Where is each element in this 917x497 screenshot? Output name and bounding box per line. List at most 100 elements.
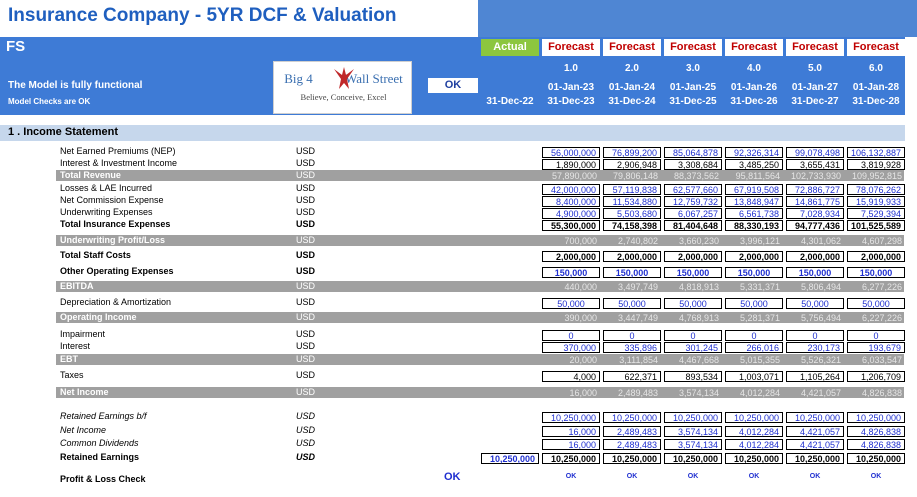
- value-cell[interactable]: 4,421,057: [786, 426, 844, 437]
- value-cell[interactable]: 2,000,000: [725, 251, 783, 262]
- value-cell: 440,000: [564, 282, 597, 292]
- value-cell[interactable]: 3,819,928: [847, 159, 905, 170]
- value-cell[interactable]: 10,250,000: [603, 453, 661, 464]
- value-cell[interactable]: 3,655,431: [786, 159, 844, 170]
- value-cell[interactable]: 150,000: [603, 267, 661, 278]
- value-cell[interactable]: 7,529,394: [847, 208, 905, 219]
- value-cell[interactable]: 150,000: [847, 267, 905, 278]
- value-cell[interactable]: 16,000: [542, 439, 600, 450]
- value-cell[interactable]: 12,759,732: [664, 196, 722, 207]
- value-cell[interactable]: 10,250,000: [664, 453, 722, 464]
- value-cell[interactable]: 8,400,000: [542, 196, 600, 207]
- value-cell[interactable]: 2,906,948: [603, 159, 661, 170]
- value-cell[interactable]: 0: [603, 330, 661, 341]
- value-cell[interactable]: 150,000: [786, 267, 844, 278]
- value-cell[interactable]: 2,489,483: [603, 439, 661, 450]
- value-cell[interactable]: 5,503,680: [603, 208, 661, 219]
- value-cell[interactable]: 2,489,483: [603, 426, 661, 437]
- value-cell[interactable]: 2,000,000: [664, 251, 722, 262]
- value-cell[interactable]: 10,250,000: [664, 412, 722, 423]
- value-cell[interactable]: 622,371: [603, 371, 661, 382]
- value-cell[interactable]: 78,076,262: [847, 184, 905, 195]
- value-cell[interactable]: 230,173: [786, 342, 844, 353]
- value-cell[interactable]: 10,250,000: [725, 453, 783, 464]
- value-cell[interactable]: 0: [664, 330, 722, 341]
- value-cell[interactable]: 6,067,257: [664, 208, 722, 219]
- value-cell[interactable]: 150,000: [664, 267, 722, 278]
- value-cell[interactable]: 106,132,887: [847, 147, 905, 158]
- value-cell[interactable]: 4,826,838: [847, 426, 905, 437]
- value-cell[interactable]: 1,890,000: [542, 159, 600, 170]
- value-cell[interactable]: 0: [786, 330, 844, 341]
- value-cell[interactable]: 94,777,436: [786, 220, 844, 231]
- value-cell[interactable]: 50,000: [847, 298, 905, 309]
- value-cell[interactable]: 4,421,057: [786, 439, 844, 450]
- value-cell[interactable]: 101,525,589: [847, 220, 905, 231]
- value-cell[interactable]: 1,003,071: [725, 371, 783, 382]
- value-cell[interactable]: 1,206,709: [847, 371, 905, 382]
- value-cell[interactable]: 88,330,193: [725, 220, 783, 231]
- value-cell[interactable]: 67,919,508: [725, 184, 783, 195]
- value-cell[interactable]: 0: [847, 330, 905, 341]
- value-cell[interactable]: 10,250,000: [542, 412, 600, 423]
- value-cell[interactable]: 3,574,134: [664, 426, 722, 437]
- value-cell[interactable]: 50,000: [664, 298, 722, 309]
- value-cell[interactable]: 56,000,000: [542, 147, 600, 158]
- value-cell[interactable]: 4,012,284: [725, 426, 783, 437]
- value-cell[interactable]: 50,000: [542, 298, 600, 309]
- value-cell[interactable]: 14,861,775: [786, 196, 844, 207]
- value-cell[interactable]: 16,000: [542, 426, 600, 437]
- value-cell[interactable]: 150,000: [542, 267, 600, 278]
- value-cell[interactable]: 3,574,134: [664, 439, 722, 450]
- value-cell[interactable]: 10,250,000: [603, 412, 661, 423]
- value-cell[interactable]: 10,250,000: [725, 412, 783, 423]
- value-cell[interactable]: 193,679: [847, 342, 905, 353]
- value-cell[interactable]: 10,250,000: [786, 453, 844, 464]
- value-cell[interactable]: 50,000: [603, 298, 661, 309]
- value-cell[interactable]: 301,245: [664, 342, 722, 353]
- value-cell[interactable]: 62,577,660: [664, 184, 722, 195]
- value-cell[interactable]: 92,326,314: [725, 147, 783, 158]
- value-cell[interactable]: 50,000: [786, 298, 844, 309]
- value-cell[interactable]: 1,105,264: [786, 371, 844, 382]
- value-cell[interactable]: 13,848,947: [725, 196, 783, 207]
- value-cell[interactable]: 10,250,000: [786, 412, 844, 423]
- value-cell[interactable]: 893,534: [664, 371, 722, 382]
- value-cell[interactable]: 99,078,498: [786, 147, 844, 158]
- value-cell[interactable]: 42,000,000: [542, 184, 600, 195]
- value-cell[interactable]: 15,919,933: [847, 196, 905, 207]
- value-cell[interactable]: 4,000: [542, 371, 600, 382]
- value-cell[interactable]: 266,016: [725, 342, 783, 353]
- value-cell[interactable]: 4,900,000: [542, 208, 600, 219]
- value-cell[interactable]: 57,119,838: [603, 184, 661, 195]
- value-cell[interactable]: 0: [725, 330, 783, 341]
- value-cell[interactable]: 85,064,878: [664, 147, 722, 158]
- value-cell[interactable]: 3,308,684: [664, 159, 722, 170]
- value-cell[interactable]: 335,896: [603, 342, 661, 353]
- value-cell[interactable]: 81,404,648: [664, 220, 722, 231]
- value-cell[interactable]: 10,250,000: [847, 412, 905, 423]
- value-cell[interactable]: 2,000,000: [786, 251, 844, 262]
- value-cell[interactable]: 7,028,934: [786, 208, 844, 219]
- value-cell[interactable]: 0: [542, 330, 600, 341]
- value-cell[interactable]: 55,300,000: [542, 220, 600, 231]
- value-cell[interactable]: 72,886,727: [786, 184, 844, 195]
- value-cell[interactable]: 150,000: [725, 267, 783, 278]
- value-cell[interactable]: 10,250,000: [542, 453, 600, 464]
- value-cell[interactable]: 10,250,000: [481, 453, 539, 464]
- value-cell[interactable]: 6,561,738: [725, 208, 783, 219]
- value-cell[interactable]: 74,158,398: [603, 220, 661, 231]
- value-cell[interactable]: 3,485,250: [725, 159, 783, 170]
- model-ok-button[interactable]: OK: [428, 78, 478, 93]
- check-ok-cell: OK: [687, 473, 699, 480]
- value-cell[interactable]: 76,899,200: [603, 147, 661, 158]
- value-cell[interactable]: 2,000,000: [603, 251, 661, 262]
- value-cell[interactable]: 2,000,000: [847, 251, 905, 262]
- value-cell[interactable]: 4,012,284: [725, 439, 783, 450]
- value-cell[interactable]: 2,000,000: [542, 251, 600, 262]
- value-cell[interactable]: 10,250,000: [847, 453, 905, 464]
- value-cell[interactable]: 11,534,880: [603, 196, 661, 207]
- value-cell[interactable]: 50,000: [725, 298, 783, 309]
- value-cell[interactable]: 4,826,838: [847, 439, 905, 450]
- value-cell[interactable]: 370,000: [542, 342, 600, 353]
